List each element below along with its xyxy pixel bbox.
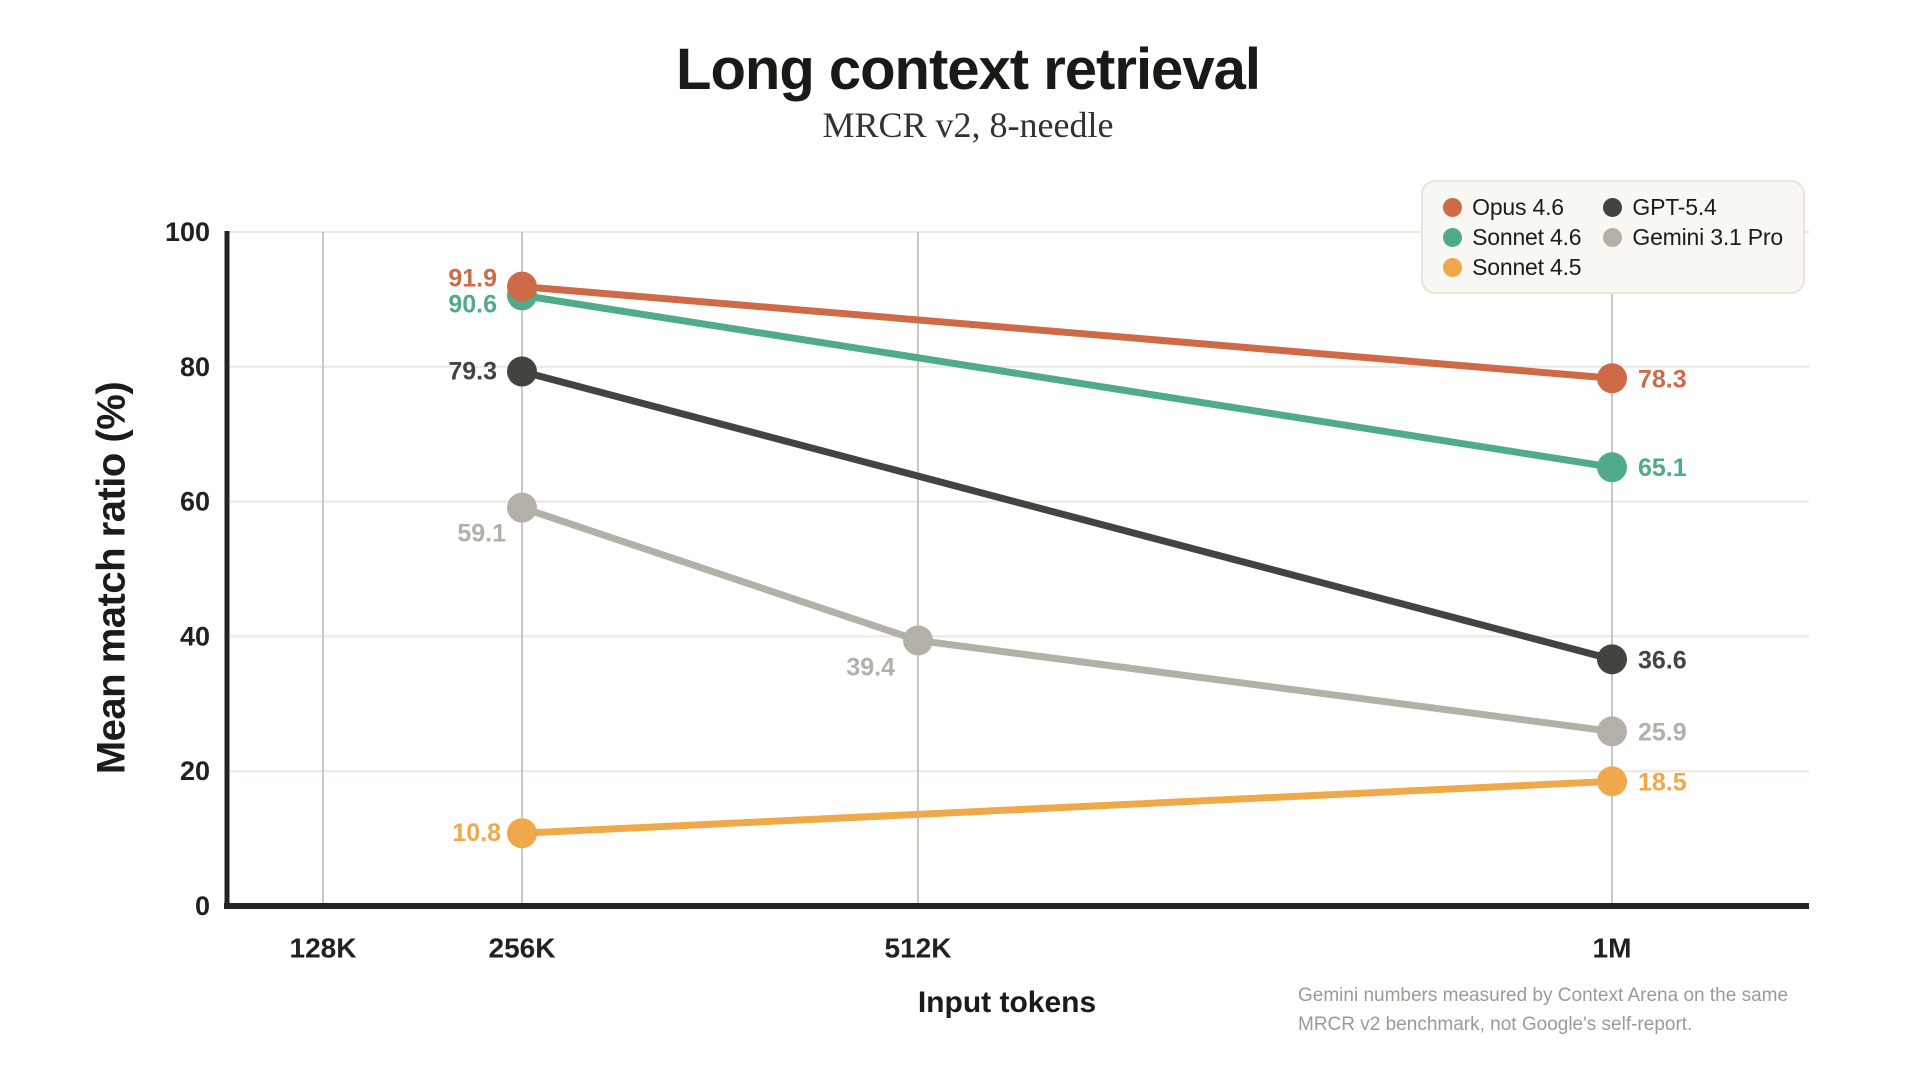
- legend-label: Opus 4.6: [1472, 193, 1564, 220]
- data-point-gpt-5-4-256k: [507, 356, 537, 387]
- series-line-gpt-5-4: [518, 368, 1616, 663]
- legend-item-sonnet-4-5[interactable]: Sonnet 4.5: [1443, 253, 1582, 281]
- x-tick-label: 256K: [489, 933, 556, 964]
- legend-dot: [1443, 197, 1463, 217]
- data-label-gpt-5-4-1m: 36.6: [1638, 646, 1687, 674]
- legend-label: Sonnet 4.6: [1472, 223, 1582, 250]
- legend-dot: [1603, 227, 1623, 247]
- y-tick-label: 80: [180, 352, 210, 382]
- chart-subtitle: MRCR v2, 8-needle: [822, 105, 1114, 145]
- data-label-gemini-3-1-pro-512k: 39.4: [846, 653, 895, 681]
- data-point-gemini-3-1-pro-512k: [903, 625, 933, 656]
- series-line-sonnet-4-5: [518, 777, 1616, 837]
- data-label-gemini-3-1-pro-256k: 59.1: [457, 520, 506, 548]
- data-point-gemini-3-1-pro-256k: [507, 492, 537, 523]
- data-label-opus-4-6-256k: 91.9: [448, 265, 497, 293]
- legend-dot: [1443, 257, 1463, 277]
- x-axis-title: Input tokens: [917, 986, 1097, 1019]
- data-label-gemini-3-1-pro-1m: 25.9: [1638, 718, 1687, 746]
- y-tick-label: 100: [165, 217, 210, 247]
- legend-item-gpt-5-4[interactable]: GPT-5.4: [1603, 194, 1783, 221]
- y-tick-label: 20: [180, 756, 210, 786]
- legend-dot: [1443, 227, 1463, 247]
- legend-item-gemini-3-1-pro[interactable]: Gemini 3.1 Pro: [1603, 224, 1783, 251]
- data-label-opus-4-6-1m: 78.3: [1638, 365, 1687, 393]
- y-axis-title: Mean match ratio (%): [89, 381, 134, 775]
- data-label-sonnet-4-5-256k: 10.8: [452, 819, 501, 847]
- legend-label: Sonnet 4.5: [1472, 253, 1582, 280]
- legend-label: GPT-5.4: [1632, 193, 1717, 220]
- data-label-sonnet-4-5-1m: 18.5: [1638, 768, 1687, 796]
- data-label-sonnet-4-6-1m: 65.1: [1638, 454, 1687, 482]
- series-line-opus-4-6: [518, 283, 1616, 382]
- data-point-sonnet-4-5-256k: [507, 818, 537, 849]
- chart-title: Long context retrieval: [676, 37, 1261, 102]
- data-point-opus-4-6-1m: [1597, 363, 1627, 394]
- series-line-sonnet-4-6: [518, 291, 1616, 471]
- chart-legend: Opus 4.6 Sonnet 4.6 Sonnet 4.5 GPT-5.4 Gemin…: [1421, 180, 1805, 294]
- data-label-sonnet-4-6-256k: 90.6: [448, 290, 497, 318]
- legend-dot: [1603, 197, 1623, 217]
- y-tick-label: 40: [180, 621, 210, 651]
- x-tick-label: 512K: [885, 933, 952, 964]
- data-point-opus-4-6-256k: [507, 271, 537, 302]
- chart-footnote: Gemini numbers measured by Context Arena…: [1298, 985, 1789, 1036]
- data-label-gpt-5-4-256k: 79.3: [448, 358, 497, 386]
- data-point-gpt-5-4-1m: [1597, 644, 1627, 675]
- legend-item-sonnet-4-6[interactable]: Sonnet 4.6: [1443, 223, 1582, 251]
- data-point-sonnet-4-6-1m: [1597, 452, 1627, 483]
- x-tick-label: 1M: [1593, 933, 1632, 964]
- data-point-sonnet-4-5-1m: [1597, 766, 1627, 797]
- y-tick-label: 0: [195, 891, 210, 921]
- legend-label: Gemini 3.1 Pro: [1632, 223, 1783, 250]
- x-tick-label: 128K: [290, 933, 357, 964]
- legend-item-opus-4-6[interactable]: Opus 4.6: [1443, 194, 1581, 221]
- data-point-gemini-3-1-pro-1m: [1597, 716, 1627, 747]
- y-tick-label: 60: [180, 487, 210, 517]
